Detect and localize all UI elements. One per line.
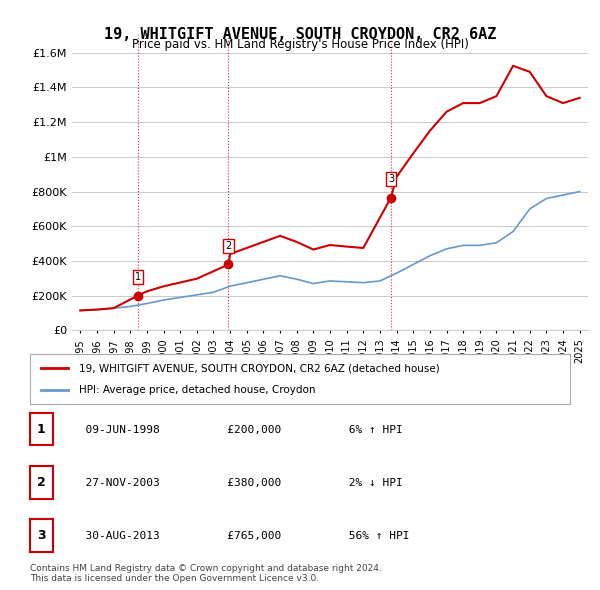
Text: 09-JUN-1998          £200,000          6% ↑ HPI: 09-JUN-1998 £200,000 6% ↑ HPI <box>72 425 403 434</box>
Text: 3: 3 <box>37 529 46 542</box>
Text: HPI: Average price, detached house, Croydon: HPI: Average price, detached house, Croy… <box>79 385 315 395</box>
Text: 19, WHITGIFT AVENUE, SOUTH CROYDON, CR2 6AZ (detached house): 19, WHITGIFT AVENUE, SOUTH CROYDON, CR2 … <box>79 363 439 373</box>
Text: 2: 2 <box>37 476 46 489</box>
Text: 1: 1 <box>37 422 46 436</box>
Text: 2: 2 <box>226 241 232 251</box>
Text: Price paid vs. HM Land Registry's House Price Index (HPI): Price paid vs. HM Land Registry's House … <box>131 38 469 51</box>
Text: 30-AUG-2013          £765,000          56% ↑ HPI: 30-AUG-2013 £765,000 56% ↑ HPI <box>72 531 409 540</box>
Text: 19, WHITGIFT AVENUE, SOUTH CROYDON, CR2 6AZ: 19, WHITGIFT AVENUE, SOUTH CROYDON, CR2 … <box>104 27 496 41</box>
Text: 27-NOV-2003          £380,000          2% ↓ HPI: 27-NOV-2003 £380,000 2% ↓ HPI <box>72 478 403 487</box>
Text: 1: 1 <box>134 272 140 282</box>
Text: 3: 3 <box>388 174 394 183</box>
Text: Contains HM Land Registry data © Crown copyright and database right 2024.
This d: Contains HM Land Registry data © Crown c… <box>30 563 382 583</box>
